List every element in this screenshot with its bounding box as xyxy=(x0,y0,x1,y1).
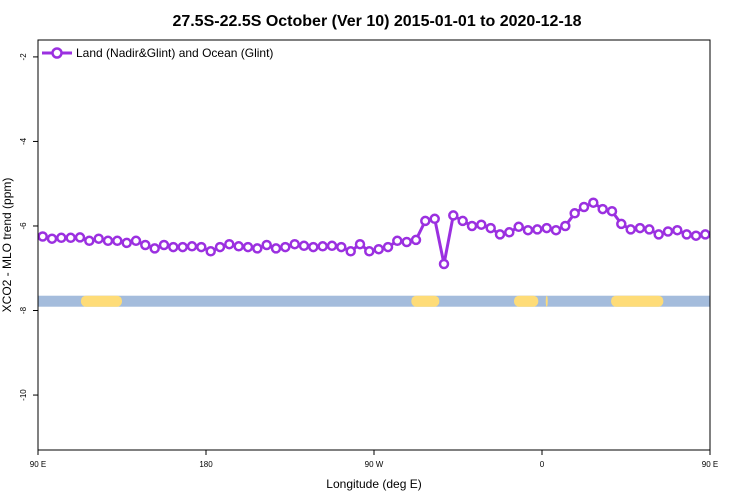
data-point xyxy=(410,234,422,246)
data-point xyxy=(354,238,366,250)
data-point xyxy=(196,241,207,253)
x-axis: 90 E 180 90 W 0 90 E xyxy=(30,450,718,469)
y-tick-label: -2 xyxy=(19,53,28,61)
data-point xyxy=(401,236,412,248)
data-point xyxy=(233,241,244,252)
data-point xyxy=(149,243,160,254)
data-point xyxy=(522,224,534,236)
data-point xyxy=(308,241,319,253)
x-tick-label: 0 xyxy=(540,460,545,469)
data-point xyxy=(140,239,151,251)
data-point xyxy=(326,240,338,252)
data-point xyxy=(625,224,636,235)
legend-entry: Land (Nadir&Glint) and Ocean (Glint) xyxy=(76,46,273,60)
data-point xyxy=(466,220,478,232)
data-point xyxy=(569,208,580,219)
land-segment xyxy=(545,295,548,307)
data-point xyxy=(177,241,188,253)
data-point xyxy=(46,233,58,244)
x-axis-label: Longitude (deg E) xyxy=(326,477,421,491)
data-point xyxy=(690,230,702,241)
y-axis: -2 -4 -6 -8 -10 xyxy=(19,53,38,401)
data-point xyxy=(345,246,356,257)
data-point xyxy=(541,222,552,234)
y-axis-label: XCO2 - MLO trend (ppm) xyxy=(0,178,14,313)
data-point xyxy=(252,243,263,254)
data-point xyxy=(597,203,608,215)
data-point xyxy=(74,232,86,243)
data-point xyxy=(84,235,95,247)
data-point xyxy=(616,218,627,230)
data-point xyxy=(121,237,132,249)
data-point xyxy=(242,241,254,253)
data-point xyxy=(476,219,487,230)
y-tick-label: -6 xyxy=(19,222,28,230)
land-segment xyxy=(611,295,664,307)
data-point xyxy=(662,226,674,237)
data-point xyxy=(56,232,67,244)
data-point xyxy=(438,258,450,270)
data-point xyxy=(653,229,664,240)
data-point xyxy=(373,243,384,255)
data-point xyxy=(485,222,496,234)
data-point xyxy=(261,239,272,251)
data-point xyxy=(644,224,655,235)
data-point xyxy=(420,215,431,227)
data-point xyxy=(550,224,562,236)
data-point xyxy=(681,229,692,240)
data-point xyxy=(93,233,104,244)
legend: Land (Nadir&Glint) and Ocean (Glint) xyxy=(42,46,273,60)
data-point xyxy=(672,224,683,236)
data-point xyxy=(429,213,440,225)
data-point xyxy=(102,235,114,247)
x-tick-label: 90 E xyxy=(30,460,46,469)
data-point xyxy=(336,241,347,253)
data-point xyxy=(364,246,375,257)
data-point xyxy=(298,240,310,252)
data-point xyxy=(65,232,76,244)
data-point xyxy=(513,221,524,233)
data-point xyxy=(382,241,394,253)
data-point xyxy=(205,246,216,257)
data-point xyxy=(186,241,198,252)
data-point xyxy=(634,222,646,234)
data-point xyxy=(700,229,711,240)
y-tick-label: -4 xyxy=(19,137,28,145)
surface-band xyxy=(38,295,710,307)
data-point xyxy=(588,197,599,208)
data-point xyxy=(448,210,459,221)
y-tick-label: -8 xyxy=(19,306,28,314)
data-point xyxy=(224,238,235,250)
data-point xyxy=(606,205,618,217)
data-point xyxy=(280,241,291,253)
data-point xyxy=(494,229,506,240)
land-segment xyxy=(80,295,122,307)
data-series xyxy=(37,197,711,270)
data-point xyxy=(532,224,543,235)
data-point xyxy=(317,241,328,252)
data-point xyxy=(158,239,170,251)
data-point xyxy=(270,243,282,254)
data-point xyxy=(392,235,403,247)
data-point xyxy=(37,231,48,242)
data-point xyxy=(214,241,226,253)
x-tick-label: 90 E xyxy=(702,460,718,469)
land-segment xyxy=(514,295,539,307)
data-point xyxy=(130,235,142,247)
x-tick-label: 180 xyxy=(199,460,213,469)
data-point xyxy=(504,227,515,238)
data-point xyxy=(457,215,468,227)
data-point xyxy=(112,235,123,247)
data-point xyxy=(168,241,179,253)
ocean-band xyxy=(38,295,710,307)
y-tick-label: -10 xyxy=(19,389,28,401)
land-segment xyxy=(411,295,440,307)
data-point xyxy=(289,238,300,250)
data-point xyxy=(560,220,571,232)
chart-title: 27.5S-22.5S October (Ver 10) 2015-01-01 … xyxy=(172,13,581,30)
data-point xyxy=(578,201,590,213)
x-tick-label: 90 W xyxy=(365,460,384,469)
legend-point-marker xyxy=(51,47,63,59)
